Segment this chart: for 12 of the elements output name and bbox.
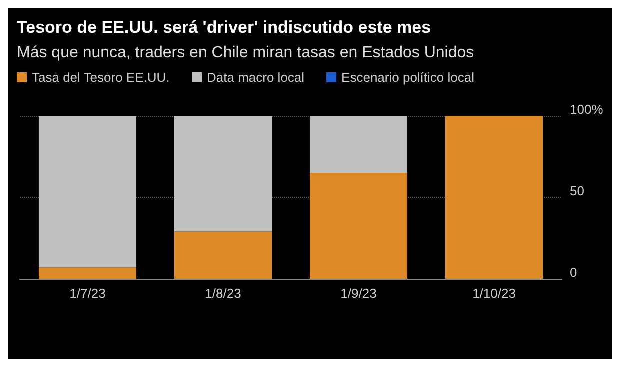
x-tick-label: 1/8/23: [205, 286, 242, 301]
y-tick-label: 100%: [570, 102, 604, 117]
x-tick-label: 1/9/23: [340, 286, 377, 301]
legend-label: Escenario político local: [342, 70, 475, 85]
legend-label: Tasa del Tesoro EE.UU.: [32, 70, 170, 85]
chart-subtitle: Más que nunca, traders en Chile miran tasas en Estados Unidos: [17, 44, 474, 62]
y-tick-label: 0: [570, 265, 578, 280]
chart-title: Tesoro de EE.UU. será 'driver' indiscutido este mes: [17, 18, 432, 37]
x-tick-label: 1/7/23: [70, 286, 106, 301]
y-tick-label: 50: [570, 184, 584, 198]
x-tick-label: 1/10/23: [472, 286, 516, 301]
legend-label: Data macro local: [207, 70, 305, 85]
